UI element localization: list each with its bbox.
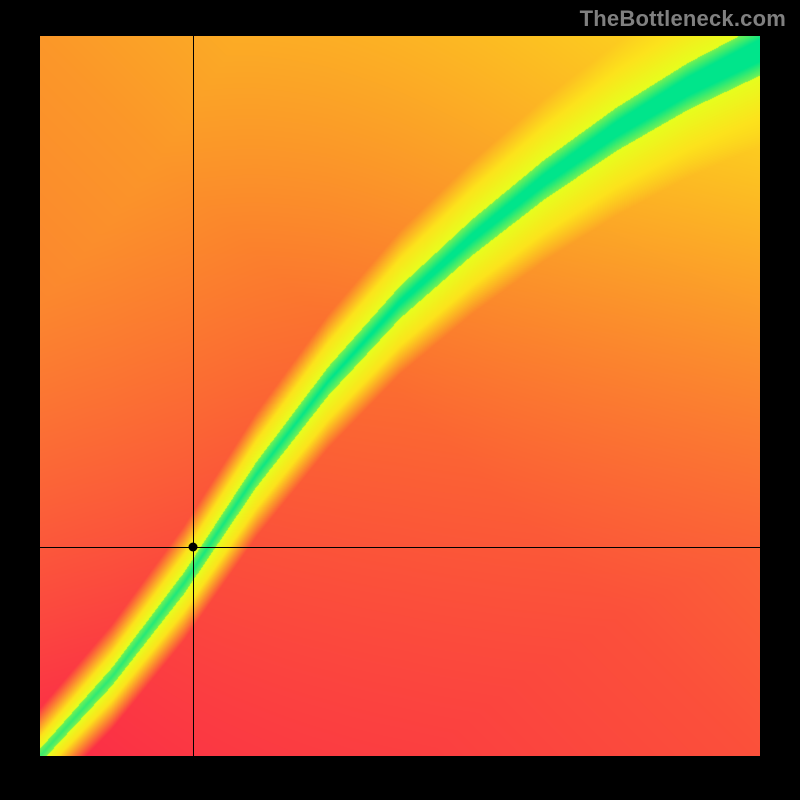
heatmap-plot <box>40 36 760 756</box>
heatmap-canvas <box>40 36 760 756</box>
crosshair-vertical <box>193 36 194 756</box>
crosshair-horizontal <box>40 547 760 548</box>
watermark-text: TheBottleneck.com <box>580 6 786 32</box>
crosshair-marker <box>188 543 197 552</box>
